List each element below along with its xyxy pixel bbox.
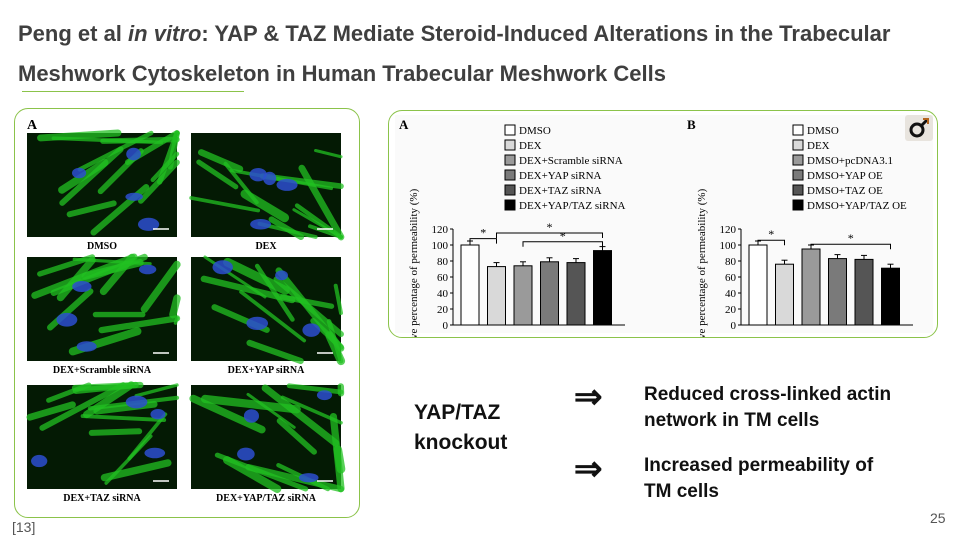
significance-bracket — [496, 232, 603, 238]
y-tick-label: 20 — [437, 304, 449, 316]
legend-entry: DEX — [519, 140, 542, 152]
bar — [748, 244, 768, 326]
title-underline — [22, 91, 244, 92]
y-tick-label: 0 — [443, 320, 449, 332]
legend-swatch — [792, 199, 804, 211]
y-tick-label: 60 — [725, 272, 737, 284]
y-tick-label: 100 — [432, 240, 449, 252]
legend-swatch — [504, 169, 516, 181]
legend-swatch — [792, 154, 804, 166]
bar — [513, 265, 533, 326]
significance-marker: * — [480, 226, 486, 240]
significance-marker: * — [547, 220, 553, 234]
condition-label: YAP/TAZ knockout — [414, 401, 508, 454]
citation: [13] — [12, 519, 36, 535]
significance-bracket — [522, 241, 603, 247]
outcome-permeability: Increased permeability of TM cells — [644, 455, 874, 502]
legend-swatch — [792, 139, 804, 151]
y-tick-label: 40 — [437, 288, 449, 300]
micrograph-label: DEX+Scramble siRNA — [53, 365, 152, 376]
bar — [540, 261, 559, 326]
y-tick-label: 20 — [725, 304, 737, 316]
bar — [881, 267, 900, 326]
page-number: 25 — [930, 510, 946, 526]
legend-entry: DMSO+YAP/TAZ OE — [807, 200, 907, 212]
micrograph-label: DEX+TAZ siRNA — [63, 493, 141, 504]
bar — [828, 258, 847, 326]
significance-marker: * — [848, 231, 854, 245]
legend-entry: DMSO+YAP OE — [807, 170, 883, 182]
y-axis-label: Relative percentage of permeability (%) — [408, 188, 420, 337]
y-tick-label: 100 — [720, 240, 737, 252]
male-symbol-icon — [905, 115, 933, 141]
legend-swatch — [504, 139, 516, 151]
bar — [775, 263, 794, 326]
y-tick-label: 80 — [437, 256, 449, 268]
bar — [801, 248, 821, 326]
legend-entry: DEX+YAP siRNA — [519, 170, 602, 182]
legend-entry: DEX+YAP/TAZ siRNA — [519, 200, 626, 212]
implies-arrow-icon: ⇒ — [574, 450, 603, 488]
implies-arrow-icon: ⇒ — [574, 378, 603, 416]
y-tick-label: 60 — [437, 272, 449, 284]
micrograph-image — [189, 133, 345, 241]
permeability-chart-panel: A DMSO DEX DEX+Scramble siRNA DEX+YAP siRNA D… — [388, 110, 938, 338]
legend-entry: DMSO+pcDNA3.1 — [807, 155, 893, 167]
micrograph-figure: A DMSO DEX DEX+Scramble siRNA DEX+YAP siRNA… — [26, 118, 346, 504]
bar-chart-b: B DMSO DEX DMSO+pcDNA3.1 DMSO+YAP OE DMSO+TAZ… — [687, 117, 913, 337]
legend-entry: DMSO+TAZ OE — [807, 185, 883, 197]
legend-entry: DMSO — [807, 125, 839, 137]
y-tick-label: 120 — [432, 224, 449, 236]
micrograph-label: DEX+YAP/TAZ siRNA — [216, 493, 317, 504]
chart-panel-label: B — [687, 117, 696, 132]
micrograph-image — [27, 129, 180, 237]
y-axis-label: Relative percentage of permeability (%) — [696, 188, 708, 337]
bar-chart-a: A DMSO DEX DEX+Scramble siRNA DEX+YAP siRNA D… — [399, 117, 626, 337]
permeability-bar-charts: A DMSO DEX DEX+Scramble siRNA DEX+YAP siRNA D… — [395, 115, 933, 337]
significance-marker: * — [768, 227, 774, 241]
significance-bracket — [757, 239, 785, 246]
legend-swatch — [792, 169, 804, 181]
bar — [460, 244, 480, 326]
chart-panel-label: A — [399, 117, 409, 132]
legend-swatch — [504, 124, 516, 136]
micrograph-panel-label: A — [27, 118, 38, 133]
legend-entry: DEX+TAZ siRNA — [519, 185, 602, 197]
bar — [487, 266, 506, 326]
outcome-actin: Reduced cross-linked actin network in TM… — [644, 384, 892, 431]
legend-entry: DMSO — [519, 125, 551, 137]
y-tick-label: 120 — [720, 224, 737, 236]
significance-bracket — [469, 238, 497, 244]
slide-title: Peng et al in vitro: YAP & TAZ Mediate S… — [18, 21, 891, 86]
bar — [854, 258, 874, 326]
y-tick-label: 0 — [731, 320, 737, 332]
micrograph-panel: A DMSO DEX DEX+Scramble siRNA DEX+YAP siRNA… — [14, 108, 360, 518]
micrograph-label: DEX+YAP siRNA — [228, 365, 306, 376]
micrograph-image — [189, 383, 346, 493]
micrograph-label: DMSO — [87, 241, 117, 252]
micrograph-image — [26, 381, 180, 489]
legend-swatch — [792, 184, 804, 196]
legend-swatch — [504, 199, 516, 211]
micrograph-image — [191, 255, 346, 366]
legend-swatch — [504, 184, 516, 196]
bar — [566, 262, 586, 326]
significance-marker: * — [560, 229, 566, 243]
y-tick-label: 80 — [725, 256, 737, 268]
micrograph-image — [27, 253, 181, 361]
legend-swatch — [792, 124, 804, 136]
micrograph-label: DEX — [255, 241, 277, 252]
legend-swatch — [504, 154, 516, 166]
significance-bracket — [810, 243, 891, 250]
y-tick-label: 40 — [725, 288, 737, 300]
legend-entry: DEX+Scramble siRNA — [519, 155, 623, 167]
bar — [593, 250, 612, 326]
legend-entry: DEX — [807, 140, 830, 152]
